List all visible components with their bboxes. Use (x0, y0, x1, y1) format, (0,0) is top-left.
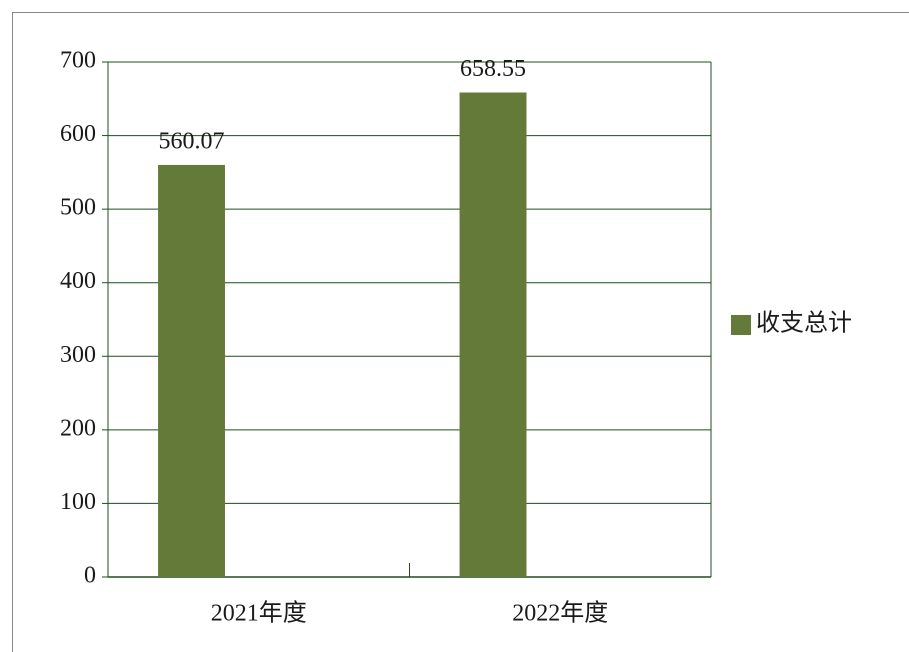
legend-label: 收支总计 (756, 310, 852, 337)
legend-swatch (731, 315, 751, 335)
y-tick-label: 100 (60, 489, 96, 515)
data-label: 658.55 (460, 56, 526, 82)
y-tick-label: 300 (60, 342, 96, 368)
x-tick-label: 2021年度 (211, 600, 307, 627)
y-tick-label: 400 (60, 268, 96, 294)
y-tick-label: 200 (60, 415, 96, 441)
y-tick-label: 700 (60, 48, 96, 74)
y-tick-label: 0 (84, 563, 96, 589)
x-tick-label: 2022年度 (512, 600, 608, 627)
data-label: 560.07 (159, 128, 225, 154)
bar (459, 92, 527, 577)
bar (158, 164, 225, 578)
y-tick-label: 500 (60, 195, 96, 221)
y-tick-label: 600 (60, 121, 96, 147)
